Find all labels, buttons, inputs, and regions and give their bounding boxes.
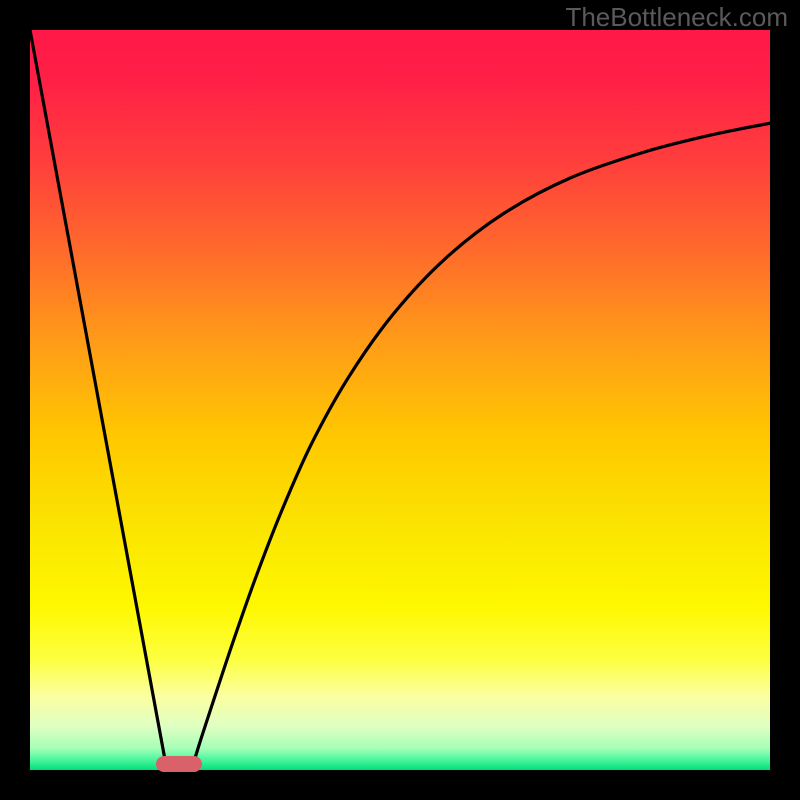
curves-layer [30, 30, 770, 770]
plot-area [30, 30, 770, 770]
bottleneck-marker [156, 756, 202, 772]
chart-container: TheBottleneck.com [0, 0, 800, 800]
watermark-text: TheBottleneck.com [565, 2, 788, 33]
